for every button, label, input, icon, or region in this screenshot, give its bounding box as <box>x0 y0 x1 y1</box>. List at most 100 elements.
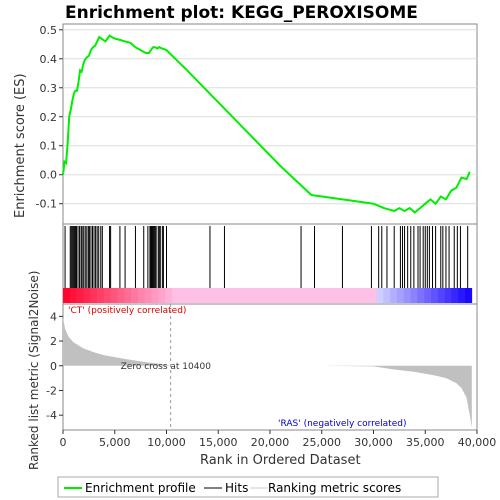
es-ylabel: Enrichment score (ES) <box>13 73 28 218</box>
es-ytick-label: 0.4 <box>40 53 58 66</box>
metric-ytick-label: -4 <box>46 409 57 422</box>
color-bar-segment <box>178 288 186 303</box>
color-bar-segment <box>233 288 241 303</box>
color-bar-segment <box>131 288 139 303</box>
chart-title: Enrichment plot: KEGG_PEROXISOME <box>65 3 418 23</box>
color-bar-segment <box>444 288 452 303</box>
color-bar-segment <box>383 288 391 303</box>
color-bar-segment <box>124 288 132 303</box>
metric-ylabel: Ranked list metric (Signal2Noise) <box>27 271 41 470</box>
es-panel-frame <box>62 23 478 225</box>
color-bar-segment <box>451 288 459 303</box>
color-bar-segment <box>321 288 330 303</box>
color-bar-segment <box>315 288 323 303</box>
color-bar-segment <box>369 288 377 303</box>
metric-panel: 4 2 0 -2 -4 Zero cross at 10400 'CT' (positi… <box>46 303 478 431</box>
metric-ytick-label: -2 <box>46 384 57 397</box>
color-bar-segment <box>301 288 309 303</box>
color-bar-segment <box>417 288 425 303</box>
color-bar-segment <box>396 288 404 303</box>
x-axis-label: Rank in Ordered Dataset <box>200 453 361 468</box>
color-bar-segment <box>192 288 200 303</box>
color-bar-segment <box>260 288 268 303</box>
es-curve <box>62 34 471 214</box>
color-bar-segment <box>137 288 146 303</box>
color-bar-segment <box>410 288 418 303</box>
x-tick-label: 40,000 <box>458 436 497 449</box>
color-bar-segment <box>212 288 221 303</box>
color-bar-segment <box>63 288 71 303</box>
es-ytick-label: 0.0 <box>40 169 58 182</box>
color-bar-segment <box>403 288 411 303</box>
color-bar-segment <box>437 288 445 303</box>
zero-cross-label: Zero cross at 10400 <box>121 362 212 372</box>
legend-hits-label: Hits <box>225 481 248 495</box>
color-bar-segment <box>90 288 98 303</box>
color-bar-segment <box>328 288 336 303</box>
color-bar-segment <box>151 288 159 303</box>
legend: Enrichment profile Hits Ranking metric s… <box>57 476 439 498</box>
color-bar-segment <box>349 288 357 303</box>
metric-ytick-label: 0 <box>50 360 57 373</box>
x-tick-label: 35,000 <box>406 436 445 449</box>
x-tick-label: 0 <box>60 436 67 449</box>
color-bar-segment <box>267 288 275 303</box>
color-bar-segment <box>294 288 302 303</box>
es-panel: 0.5 0.4 0.3 0.2 0.1 0.0 -0.1 <box>36 23 478 225</box>
metric-ytick-label: 4 <box>50 310 57 323</box>
color-bar-segment <box>83 288 91 303</box>
color-bar-segment <box>199 288 207 303</box>
color-bar-segment <box>206 288 214 303</box>
color-bar-segment <box>76 288 84 303</box>
color-bar-segment <box>185 288 193 303</box>
negative-label: 'RAS' (negatively correlated) <box>278 419 406 429</box>
x-tick-label: 15,000 <box>199 436 238 449</box>
x-tick-label: 5,000 <box>99 436 131 449</box>
color-bar-segment <box>458 288 466 303</box>
color-bar-segment <box>465 288 473 303</box>
color-bar-segment <box>308 288 316 303</box>
color-bar-segment <box>342 288 350 303</box>
color-bar-segment <box>355 288 364 303</box>
hits-panel <box>62 223 478 305</box>
color-bar-segment <box>335 288 343 303</box>
color-bar-segment <box>219 288 227 303</box>
x-tick-label: 25,000 <box>303 436 342 449</box>
color-bar-segment <box>390 288 398 303</box>
color-bar-segment <box>362 288 370 303</box>
positive-label: 'CT' (positively correlated) <box>68 306 186 316</box>
color-bar-segment <box>240 288 248 303</box>
color-bar-segment <box>69 288 77 303</box>
color-bar-segment <box>253 288 261 303</box>
color-bar-segment <box>165 288 173 303</box>
color-bar-segment <box>172 288 180 303</box>
color-bar-segment <box>144 288 152 303</box>
color-bar-segment <box>281 288 289 303</box>
color-bar-segment <box>226 288 234 303</box>
color-bar-segment <box>103 288 111 303</box>
x-tick-label: 20,000 <box>251 436 290 449</box>
x-tick-label: 10,000 <box>147 436 186 449</box>
es-ytick-label: 0.5 <box>40 24 58 37</box>
color-bar-segment <box>376 288 384 303</box>
color-bar-segment <box>287 288 295 303</box>
legend-es-label: Enrichment profile <box>85 481 196 495</box>
legend-metric-label: Ranking metric scores <box>268 481 401 495</box>
es-ytick-label: 0.1 <box>40 140 58 153</box>
metric-ytick-label: 2 <box>50 335 57 348</box>
color-bar-segment <box>424 288 432 303</box>
legend-frame <box>57 476 439 498</box>
es-ytick-label: 0.3 <box>40 82 58 95</box>
color-bar-segment <box>158 288 166 303</box>
color-bar-segment <box>274 288 282 303</box>
color-bar-segment <box>246 288 255 303</box>
color-bar-segment <box>430 288 439 303</box>
x-tick-label: 30,000 <box>354 436 393 449</box>
es-ytick-label: 0.2 <box>40 111 58 124</box>
rank-color-bar <box>63 288 473 303</box>
color-bar-segment <box>110 288 118 303</box>
es-ytick-label: -0.1 <box>36 198 57 211</box>
color-bar-segment <box>97 288 105 303</box>
color-bar-segment <box>117 288 125 303</box>
